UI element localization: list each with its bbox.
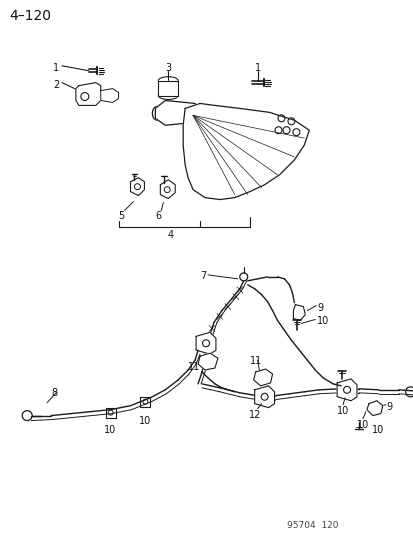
Text: 4–120: 4–120 <box>9 9 51 23</box>
Text: 11: 11 <box>188 362 200 372</box>
Text: 2: 2 <box>53 79 59 90</box>
Polygon shape <box>100 88 118 102</box>
Text: 8: 8 <box>51 388 57 398</box>
Text: 10: 10 <box>356 419 368 430</box>
Text: 10: 10 <box>138 416 150 425</box>
Polygon shape <box>254 386 274 408</box>
Polygon shape <box>183 103 309 199</box>
Text: 1: 1 <box>254 63 260 73</box>
Polygon shape <box>366 401 382 416</box>
Text: 12: 12 <box>248 410 260 419</box>
Text: 95704  120: 95704 120 <box>287 521 338 530</box>
Text: 7: 7 <box>199 271 206 281</box>
Text: 10: 10 <box>336 406 349 416</box>
Text: 10: 10 <box>371 425 383 435</box>
Text: 4: 4 <box>167 230 173 240</box>
Text: 3: 3 <box>165 63 171 73</box>
Text: 6: 6 <box>155 212 161 221</box>
Polygon shape <box>158 80 178 95</box>
Text: 10: 10 <box>316 317 329 327</box>
Polygon shape <box>160 180 175 199</box>
Polygon shape <box>196 333 216 354</box>
Polygon shape <box>155 101 199 125</box>
Ellipse shape <box>158 77 178 85</box>
Text: 5: 5 <box>118 212 125 221</box>
Polygon shape <box>130 178 144 196</box>
Polygon shape <box>76 83 100 106</box>
Polygon shape <box>336 379 356 401</box>
Polygon shape <box>293 304 305 320</box>
Ellipse shape <box>152 107 162 120</box>
Text: 11: 11 <box>249 356 261 366</box>
Text: 9: 9 <box>316 303 323 313</box>
Polygon shape <box>197 353 217 370</box>
Text: 10: 10 <box>103 425 116 435</box>
Polygon shape <box>253 369 272 386</box>
Text: 1: 1 <box>53 63 59 73</box>
Text: 9: 9 <box>386 402 392 411</box>
